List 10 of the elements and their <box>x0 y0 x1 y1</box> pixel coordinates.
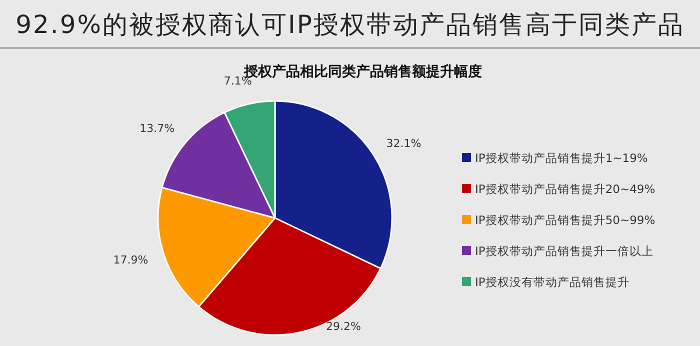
chart-title: 92.9%的被授权商认可IP授权带动产品销售高于同类产品 <box>16 10 684 39</box>
legend-label: IP授权没有带动产品销售提升 <box>475 275 630 289</box>
legend-label: IP授权带动产品销售提升50~99% <box>475 213 656 227</box>
data-label: 29.2% <box>326 320 361 333</box>
legend-label: IP授权带动产品销售提升20~49% <box>475 182 656 196</box>
data-label: 13.7% <box>140 122 175 135</box>
data-label: 32.1% <box>386 136 422 150</box>
legend-label: IP授权带动产品销售提升一倍以上 <box>475 244 654 258</box>
data-label: 17.9% <box>113 253 148 266</box>
legend-label: IP授权带动产品销售提升1~19% <box>475 151 648 165</box>
